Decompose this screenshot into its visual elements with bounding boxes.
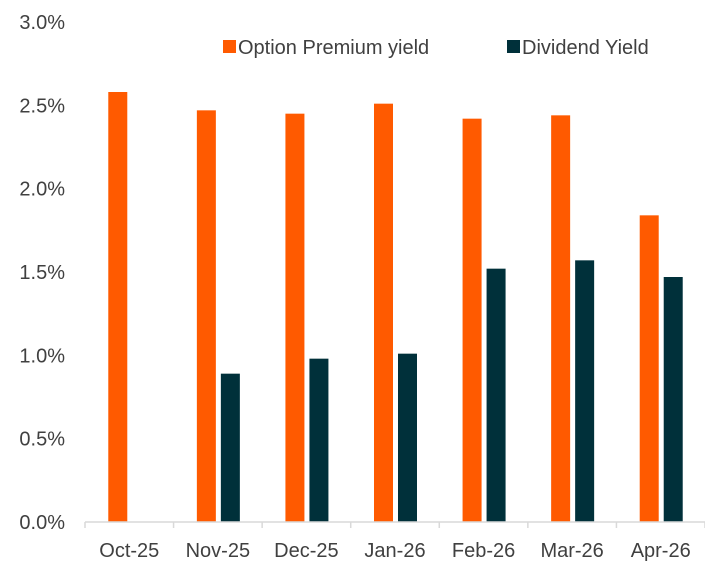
- bar-option-premium-yield: [462, 118, 482, 523]
- y-tick-label: 3.0%: [19, 12, 65, 34]
- bar-option-premium-yield: [285, 113, 305, 523]
- y-tick-label: 2.0%: [19, 179, 65, 201]
- bar-option-premium-yield: [196, 110, 216, 522]
- y-axis: 0.0% 0.5% 1.0% 1.5% 2.0% 2.5% 3.0%: [19, 12, 65, 534]
- bar-option-premium-yield: [374, 103, 393, 523]
- x-tick-label: Dec-25: [274, 540, 338, 562]
- legend-swatch-option-premium-yield: [223, 40, 236, 53]
- legend-label-option-premium-yield: Option Premium yield: [238, 37, 429, 59]
- bar-dividend-yield: [398, 353, 417, 522]
- legend-swatch-dividend-yield: [507, 40, 520, 53]
- x-tick-label: Nov-25: [186, 540, 250, 562]
- y-tick-label: 1.0%: [19, 345, 65, 367]
- y-tick-label: 1.5%: [19, 262, 65, 284]
- legend: Option Premium yield Dividend Yield: [223, 37, 649, 59]
- x-tick-label: Mar-26: [540, 540, 603, 562]
- bar-dividend-yield: [220, 373, 240, 522]
- bar-dividend-yield: [486, 268, 506, 522]
- bar-dividend-yield: [663, 277, 683, 522]
- x-tick-label: Jan-26: [364, 540, 425, 562]
- legend-label-dividend-yield: Dividend Yield: [522, 37, 649, 59]
- y-tick-label: 0.5%: [19, 429, 65, 451]
- bar-option-premium-yield: [108, 92, 128, 522]
- x-tick-label: Apr-26: [631, 540, 691, 562]
- bars: [108, 92, 683, 523]
- y-tick-label: 0.0%: [19, 512, 65, 534]
- x-tick-label: Oct-25: [99, 540, 159, 562]
- x-tick-label: Feb-26: [452, 540, 515, 562]
- bar-dividend-yield: [575, 260, 595, 522]
- y-tick-label: 2.5%: [19, 95, 65, 117]
- bar-dividend-yield: [309, 358, 329, 522]
- bar-option-premium-yield: [639, 215, 659, 523]
- x-axis: Oct-25 Nov-25 Dec-25 Jan-26 Feb-26 Mar-26 Apr-…: [84, 522, 705, 562]
- bar-option-premium-yield: [551, 115, 571, 522]
